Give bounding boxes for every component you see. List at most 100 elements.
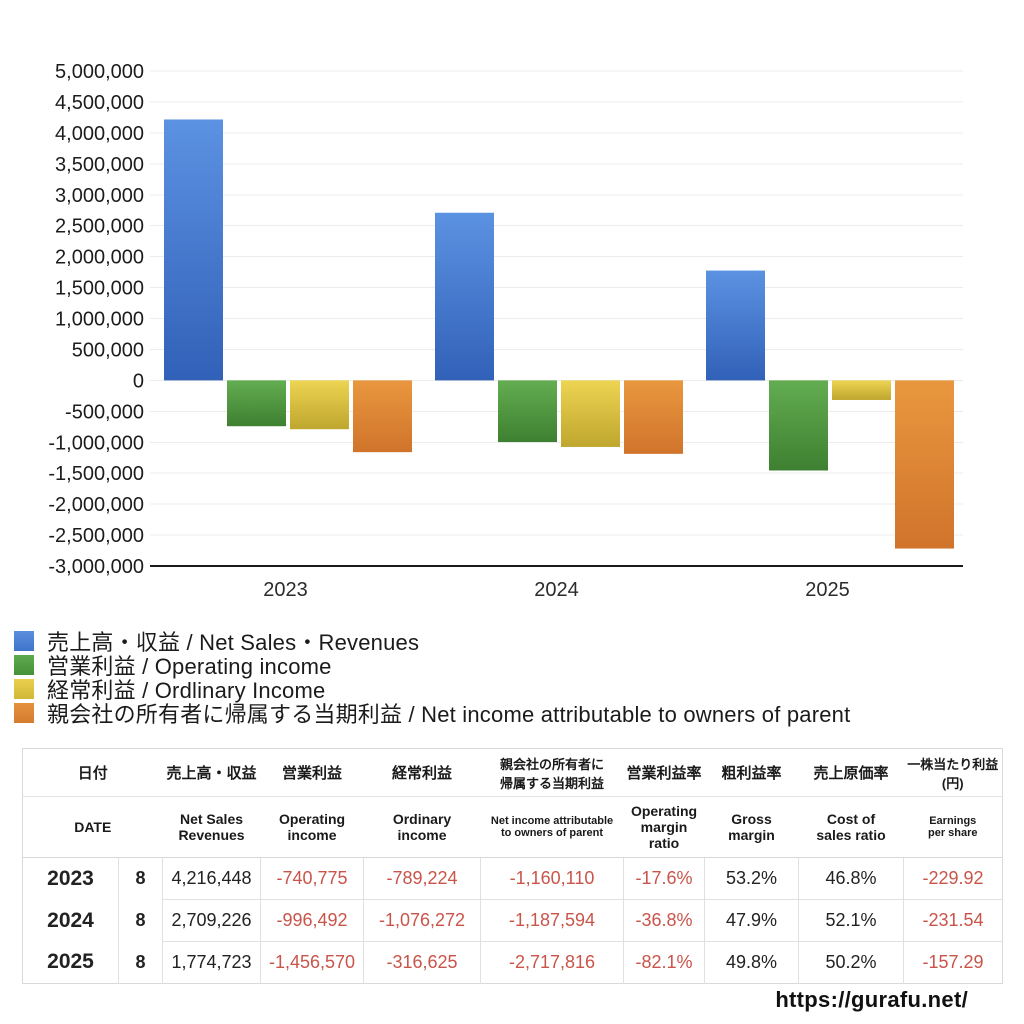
bar-chart: 5,000,000 4,500,000 4,000,000 3,500,000 3,00… xyxy=(48,61,963,601)
bar-series1-2023 xyxy=(227,380,286,427)
y-axis-tick-label: 4,500,000 xyxy=(55,92,144,114)
header-en-cell: Net Sales Revenues xyxy=(162,796,261,858)
header-jp-cell: 経常利益 xyxy=(363,748,481,797)
x-axis-tick-label: 2023 xyxy=(263,579,308,601)
cell-year: 2023 xyxy=(47,866,94,890)
bar-series2-2023 xyxy=(290,380,349,430)
header-jp-cell: 日付 xyxy=(22,748,163,797)
legend-swatch-icon xyxy=(14,655,34,675)
y-axis-tick-label: -1,500,000 xyxy=(48,463,144,485)
header-en-cell: DATE xyxy=(22,796,163,858)
header-en-cell: Cost of sales ratio xyxy=(798,796,904,858)
y-axis-tick-label: -2,000,000 xyxy=(48,494,144,516)
bar-series1-2025 xyxy=(769,380,828,471)
cell-value: 50.2% xyxy=(798,941,904,984)
header-en-cell: Net income attributable to owners of par… xyxy=(480,796,624,858)
y-axis-tick-label: -500,000 xyxy=(65,401,144,423)
header-en-cell: Operating margin ratio xyxy=(623,796,705,858)
cell-value: -1,456,570 xyxy=(260,941,364,984)
cell-value: -1,160,110 xyxy=(480,857,624,900)
legend-swatch-icon xyxy=(14,703,34,723)
cell-value: 53.2% xyxy=(704,857,799,900)
y-axis-tick-label: 2,000,000 xyxy=(55,247,144,269)
bar-series3-2025 xyxy=(895,380,954,549)
cell-value: -740,775 xyxy=(260,857,364,900)
header-en-cell: Gross margin xyxy=(704,796,799,858)
cell-value: -316,625 xyxy=(363,941,481,984)
y-axis-tick-label: 3,000,000 xyxy=(55,185,144,207)
cell-value: -231.54 xyxy=(903,899,1003,942)
table-row: 2025 8 1,774,723 -1,456,570 -316,625 -2,717,8… xyxy=(23,941,1003,984)
cell-value: -157.29 xyxy=(903,941,1003,984)
legend-label: 売上高・収益 / Net Sales・Revenues xyxy=(47,630,420,655)
cell-value: -36.8% xyxy=(623,899,705,942)
legend-item: 売上高・収益 / Net Sales・Revenues xyxy=(14,629,850,655)
bar-series0-2025 xyxy=(706,270,765,381)
header-jp-cell: 売上高・収益 xyxy=(162,748,261,797)
table-row: 2023 8 4,216,448 -740,775 -789,224 -1,160,110… xyxy=(23,857,1003,900)
y-axis-tick-label: 3,500,000 xyxy=(55,154,144,176)
cell-value: 49.8% xyxy=(704,941,799,984)
cell-value: -82.1% xyxy=(623,941,705,984)
bar-series0-2024 xyxy=(435,212,494,381)
y-axis-tick-label: 2,500,000 xyxy=(55,216,144,238)
y-axis-tick-label: -2,500,000 xyxy=(48,525,144,547)
cell-value: -17.6% xyxy=(623,857,705,900)
cell-month: 8 xyxy=(117,857,163,900)
financial-table: 日付 売上高・収益 営業利益 経常利益 親会社の所有者に 帰属する当期利益 営業利益率 粗利… xyxy=(22,748,1004,984)
site-url: https://gurafu.net/ xyxy=(775,987,968,1012)
bar-series3-2023 xyxy=(353,380,412,453)
bar-series0-2023 xyxy=(164,119,223,381)
y-axis-tick-label: -3,000,000 xyxy=(48,556,144,578)
header-jp-cell: 売上原価率 xyxy=(798,748,904,797)
header-jp-cell: 親会社の所有者に 帰属する当期利益 xyxy=(480,748,624,797)
x-axis-tick-label: 2024 xyxy=(534,579,579,601)
cell-year: 2025 xyxy=(47,950,94,974)
cell-month: 8 xyxy=(117,941,163,984)
legend-swatch-icon xyxy=(14,631,34,651)
header-jp-cell: 一株当たり利益 (円) xyxy=(903,748,1003,797)
header-jp-cell: 営業利益率 xyxy=(623,748,705,797)
legend-label: 経常利益 / Ordlinary Income xyxy=(47,678,326,703)
y-axis-tick-label: 0 xyxy=(133,370,144,392)
cell-value: -1,187,594 xyxy=(480,899,624,942)
cell-value: -2,717,816 xyxy=(480,941,624,984)
cell-value: -229.92 xyxy=(903,857,1003,900)
bar-series1-2024 xyxy=(498,380,557,443)
cell-value: -789,224 xyxy=(363,857,481,900)
y-axis-tick-label: 500,000 xyxy=(72,339,144,361)
bar-series3-2024 xyxy=(624,380,683,454)
legend-item: 営業利益 / Operating income xyxy=(14,653,850,679)
cell-value: 4,216,448 xyxy=(162,857,261,900)
legend-label: 営業利益 / Operating income xyxy=(47,654,332,679)
cell-value: -996,492 xyxy=(260,899,364,942)
legend-item: 親会社の所有者に帰属する当期利益 / Net income attributab… xyxy=(14,701,850,727)
y-axis-tick-label: 4,000,000 xyxy=(55,123,144,145)
cell-year: 2024 xyxy=(47,908,94,932)
header-en-cell: Ordinary income xyxy=(363,796,481,858)
chart-legend: 売上高・収益 / Net Sales・Revenues 営業利益 / Operat… xyxy=(14,629,850,727)
legend-item: 経常利益 / Ordlinary Income xyxy=(14,677,850,703)
y-axis-tick-label: 5,000,000 xyxy=(55,61,144,83)
legend-label: 親会社の所有者に帰属する当期利益 / Net income attributab… xyxy=(47,702,851,727)
y-axis-tick-label: -1,000,000 xyxy=(48,432,144,454)
legend-swatch-icon xyxy=(14,679,34,699)
cell-value: -1,076,272 xyxy=(363,899,481,942)
y-axis-tick-label: 1,500,000 xyxy=(55,278,144,300)
cell-value: 52.1% xyxy=(798,899,904,942)
cell-value: 46.8% xyxy=(798,857,904,900)
header-jp-cell: 営業利益 xyxy=(260,748,364,797)
bar-series2-2024 xyxy=(561,380,620,447)
y-axis-tick-label: 1,000,000 xyxy=(55,309,144,331)
header-en-cell: Operating income xyxy=(260,796,364,858)
table-row: 2024 8 2,709,226 -996,492 -1,076,272 -1,187,5… xyxy=(23,899,1003,942)
header-en-cell: Earnings per share xyxy=(903,796,1003,858)
cell-value: 47.9% xyxy=(704,899,799,942)
x-axis-tick-label: 2025 xyxy=(805,579,850,601)
cell-value: 1,774,723 xyxy=(162,941,261,984)
cell-month: 8 xyxy=(117,899,163,942)
bar-series2-2025 xyxy=(832,380,891,400)
cell-value: 2,709,226 xyxy=(162,899,261,942)
header-jp-cell: 粗利益率 xyxy=(704,748,799,797)
